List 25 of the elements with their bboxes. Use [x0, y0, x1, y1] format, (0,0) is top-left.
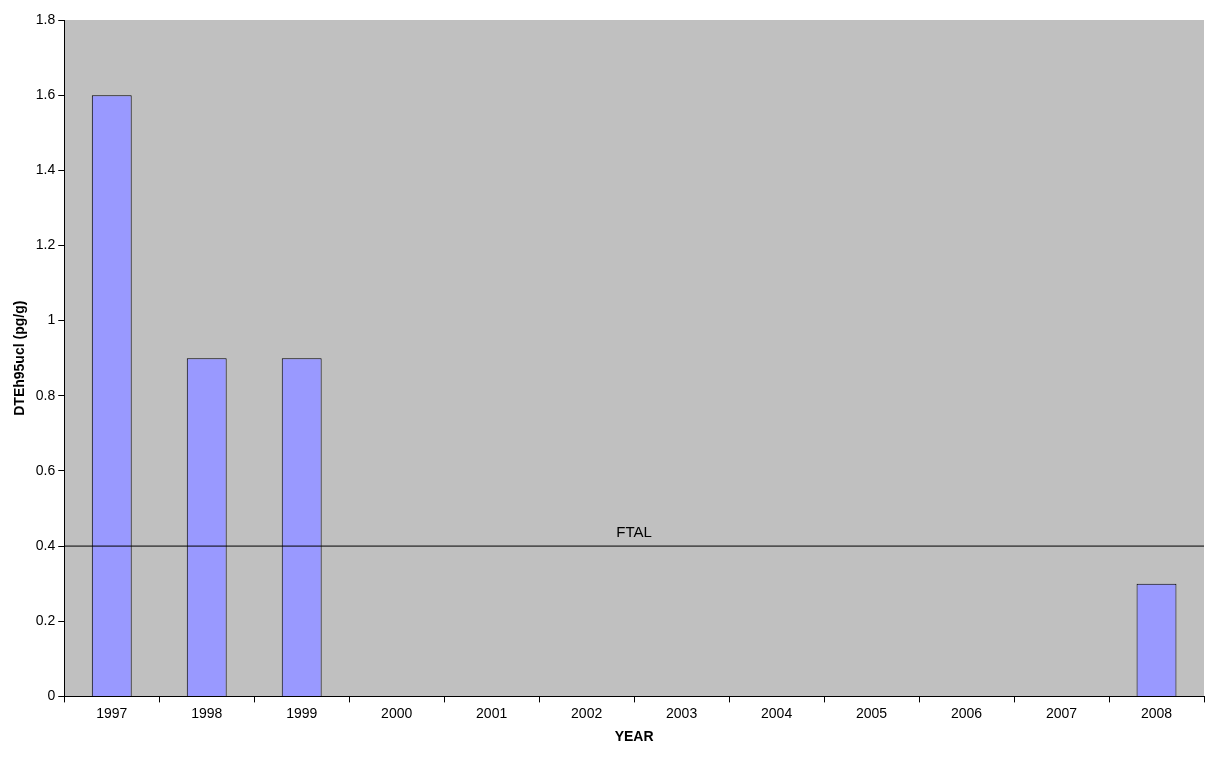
- x-tick-label: 2008: [1140, 704, 1173, 721]
- x-tick-label: 1999: [286, 704, 318, 721]
- y-tick-label: 0.2: [35, 612, 56, 629]
- x-tick-label: 2002: [571, 704, 603, 721]
- y-tick-label: 0: [47, 687, 56, 704]
- y-tick-label: 0.6: [35, 461, 56, 478]
- y-tick-label: 1.2: [35, 236, 56, 253]
- x-tick-label: 2003: [666, 704, 698, 721]
- y-axis-title: DTEh95ucl (pg/g): [11, 300, 28, 416]
- x-tick-label: 2005: [856, 704, 888, 721]
- y-tick-label: 1.4: [35, 161, 56, 178]
- x-tick-label: 2007: [1045, 704, 1078, 721]
- y-tick-label: 1.6: [35, 86, 56, 103]
- x-tick-label: 2001: [476, 704, 508, 721]
- x-tick-label: 1998: [191, 704, 223, 721]
- ref-line-label: FTAL: [616, 522, 652, 540]
- x-tick-label: 2006: [950, 704, 983, 721]
- y-tick-label: 0.4: [35, 536, 56, 553]
- x-tick-label: 2000: [381, 704, 413, 721]
- y-tick-label: 0.8: [35, 386, 56, 403]
- y-tick-label: 1.8: [35, 10, 56, 27]
- x-axis-title: YEAR: [614, 728, 654, 745]
- y-tick-label: 1: [47, 311, 56, 328]
- x-tick-label: 2004: [761, 704, 793, 721]
- x-tick-label: 1997: [96, 704, 128, 721]
